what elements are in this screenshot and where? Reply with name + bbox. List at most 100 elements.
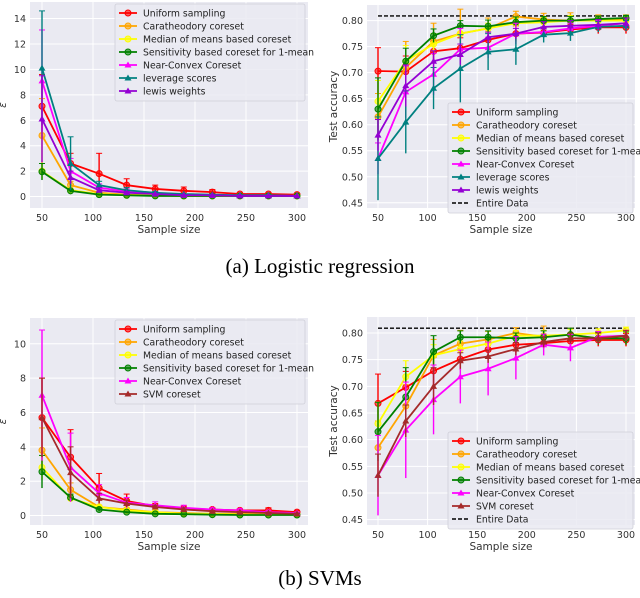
data-point — [180, 510, 188, 518]
y-tick-label: 0.60 — [342, 435, 363, 446]
series-line — [377, 334, 627, 476]
data-point — [124, 390, 132, 397]
data-point — [402, 118, 410, 125]
y-axis-label: ε — [0, 102, 9, 108]
series-line — [377, 334, 627, 476]
data-point — [180, 506, 188, 513]
data-point — [622, 332, 630, 339]
data-point — [374, 131, 382, 138]
series-sensitivity-based-coreset-for-1-mean — [374, 14, 630, 141]
series-line — [41, 417, 298, 515]
y-tick-label: 4 — [20, 442, 26, 453]
legend-label: Caratheodory coreset — [143, 338, 244, 349]
data-point — [456, 333, 464, 341]
data-point — [457, 160, 465, 167]
data-point — [457, 450, 465, 458]
data-point — [512, 30, 520, 37]
data-point — [457, 121, 465, 129]
series-lewis-weights — [38, 75, 301, 199]
data-point — [123, 189, 131, 196]
data-point — [124, 351, 132, 359]
legend-label: Caratheodory coreset — [476, 121, 577, 132]
legend-label: Entire Data — [476, 199, 529, 210]
data-point — [264, 192, 272, 199]
data-point — [484, 333, 492, 341]
data-point — [38, 414, 46, 421]
data-point — [512, 345, 520, 352]
data-point — [566, 344, 574, 351]
y-tick-label: 0.75 — [342, 42, 363, 53]
legend-label: Median of means based coreset — [476, 463, 625, 474]
data-point — [484, 33, 492, 40]
x-tick-label: 50 — [36, 213, 48, 224]
caption-a: (a) Logistic regression — [225, 254, 415, 278]
legend-box — [114, 3, 306, 102]
series-line — [377, 333, 626, 433]
data-point — [566, 29, 574, 36]
data-point — [484, 22, 492, 30]
x-axis-label: Sample size — [469, 224, 532, 236]
legend-label: Entire Data — [476, 515, 529, 526]
data-point — [180, 191, 188, 198]
legend: Uniform sampling Caratheodory coreset Medi… — [447, 431, 640, 530]
y-tick-label: 6 — [20, 116, 26, 127]
y-axis-label: Test accuracy — [328, 385, 340, 457]
x-tick-label: 100 — [84, 530, 102, 541]
data-point — [456, 373, 464, 380]
data-point — [456, 65, 464, 72]
legend-box — [447, 102, 634, 214]
x-tick-label: 250 — [237, 530, 255, 541]
y-tick-label: 0.80 — [342, 16, 363, 27]
y-tick-label: 0.50 — [342, 489, 363, 500]
data-point — [38, 468, 46, 476]
x-tick-label: 300 — [288, 213, 306, 224]
data-point — [374, 67, 382, 75]
data-point — [457, 502, 465, 509]
y-tick-label: 2 — [20, 477, 26, 488]
x-tick-label: 200 — [518, 530, 536, 541]
data-point — [151, 510, 159, 518]
x-tick-label: 150 — [468, 213, 486, 224]
legend-label: Uniform sampling — [143, 9, 225, 20]
data-point — [38, 64, 46, 71]
data-point — [95, 170, 103, 178]
data-point — [124, 87, 132, 94]
legend-box — [114, 319, 306, 405]
data-point — [484, 48, 492, 55]
data-point — [566, 22, 574, 29]
data-point — [457, 186, 465, 193]
data-point — [622, 19, 630, 26]
y-tick-label: 14 — [14, 14, 26, 25]
data-point — [457, 437, 465, 445]
y-tick-label: 0.45 — [342, 515, 363, 526]
data-point — [124, 22, 132, 30]
x-tick-label: 100 — [419, 530, 437, 541]
series-line — [377, 22, 627, 159]
y-tick-label: 8 — [20, 374, 26, 385]
data-point — [374, 155, 382, 162]
legend-label: leverage scores — [476, 173, 550, 184]
data-point — [456, 50, 464, 57]
data-point — [67, 159, 75, 166]
data-point — [374, 428, 382, 436]
legend-label: Median of means based coreset — [143, 351, 292, 362]
data-point — [293, 192, 301, 199]
legend-label: Near-Convex Coreset — [143, 61, 242, 72]
y-tick-label: 10 — [14, 339, 26, 350]
y-tick-label: 0.50 — [342, 172, 363, 183]
data-point — [540, 338, 548, 345]
data-point — [151, 190, 159, 197]
data-point — [236, 508, 244, 515]
data-point — [67, 469, 75, 476]
data-point — [123, 508, 131, 516]
y-tick-label: 2 — [20, 167, 26, 178]
data-point — [430, 84, 438, 91]
data-point — [457, 463, 465, 471]
series-line — [377, 329, 627, 425]
x-tick-label: 100 — [419, 213, 437, 224]
data-point — [124, 377, 132, 384]
chart-1: 50 100 150 200 250 300 0 2 4 6 8 10 12 14 Sample size ε… — [0, 2, 314, 236]
x-tick-label: 250 — [567, 530, 585, 541]
caption-b: (b) SVMs — [278, 566, 362, 590]
data-point — [594, 21, 602, 28]
